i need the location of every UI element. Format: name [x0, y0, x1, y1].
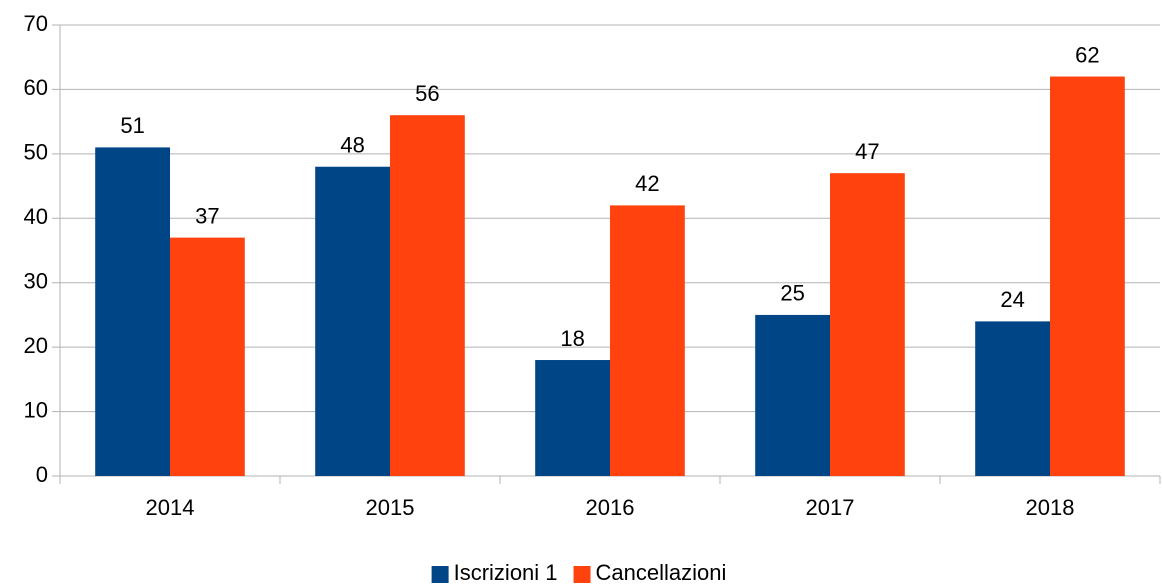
y-tick-label: 0 [36, 462, 48, 487]
data-label: 24 [1000, 287, 1024, 312]
data-label: 51 [120, 113, 144, 138]
y-tick-label: 50 [24, 140, 48, 165]
y-tick-label: 60 [24, 75, 48, 100]
bar [315, 166, 390, 476]
data-label: 37 [195, 203, 219, 228]
bar [170, 237, 245, 476]
data-label: 18 [560, 326, 584, 351]
data-label: 48 [340, 133, 364, 158]
bar [390, 115, 465, 476]
y-tick-label: 40 [24, 204, 48, 229]
data-label: 62 [1075, 42, 1099, 67]
bar [610, 205, 685, 476]
y-tick-label: 20 [24, 333, 48, 358]
legend-label: Cancellazioni [596, 560, 727, 585]
x-tick-label: 2017 [806, 495, 855, 520]
bar [1050, 76, 1125, 477]
y-tick-label: 70 [24, 11, 48, 36]
bar [830, 173, 905, 476]
data-label: 56 [415, 81, 439, 106]
bar [95, 147, 170, 476]
x-tick-label: 2018 [1026, 495, 1075, 520]
bar [535, 360, 610, 476]
y-tick-label: 30 [24, 269, 48, 294]
bar [975, 321, 1050, 476]
legend-swatch [431, 566, 449, 583]
bar [755, 314, 830, 476]
y-tick-label: 10 [24, 397, 48, 422]
x-tick-label: 2016 [586, 495, 635, 520]
data-label: 47 [855, 139, 879, 164]
x-tick-label: 2015 [366, 495, 415, 520]
data-label: 42 [635, 171, 659, 196]
x-tick-label: 2014 [146, 495, 195, 520]
legend-swatch [573, 566, 591, 583]
data-label: 25 [780, 281, 804, 306]
legend-label: Iscrizioni 1 [454, 560, 558, 585]
